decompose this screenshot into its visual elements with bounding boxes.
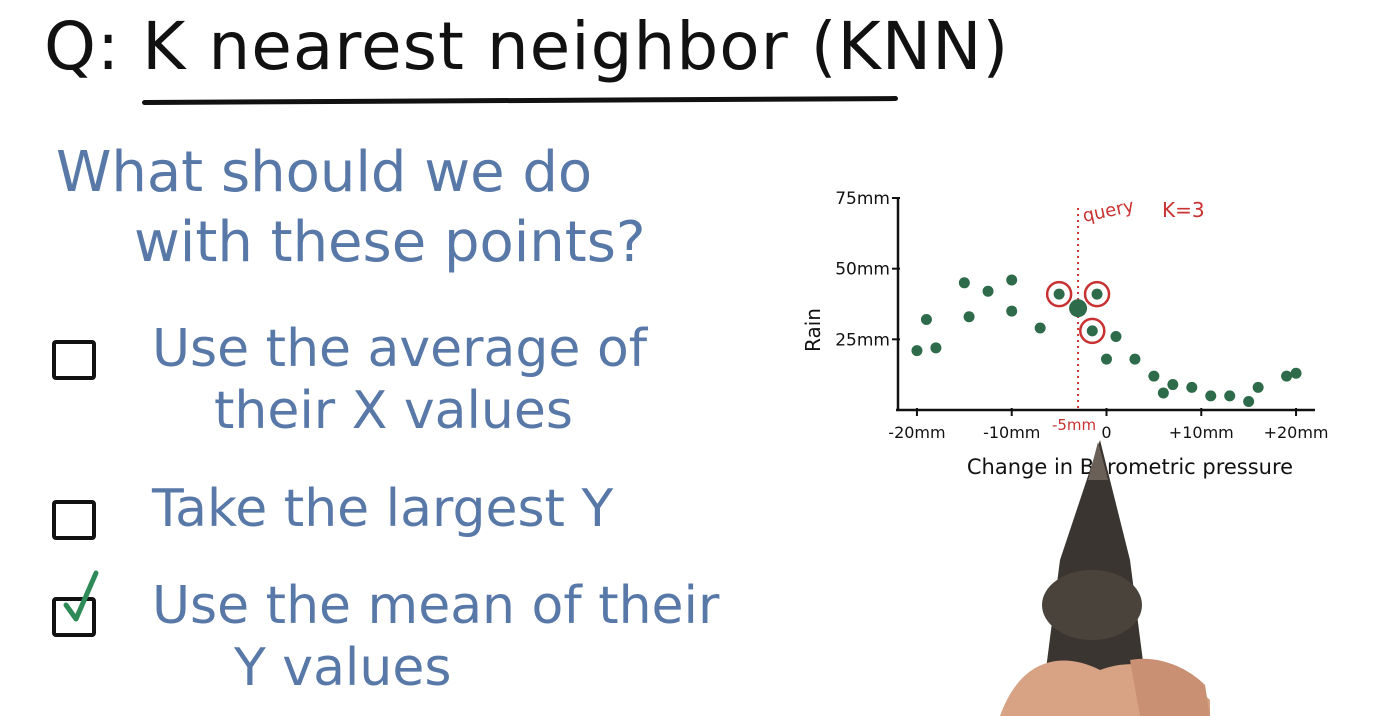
y-ticks: 25mm 50mm 75mm	[835, 189, 900, 350]
data-point	[1006, 274, 1018, 286]
data-point	[1186, 381, 1198, 393]
option-label: Use the mean of their Y values	[152, 575, 719, 699]
y-tick-label: 50mm	[835, 260, 890, 280]
option-line-1: Use the mean of their	[152, 576, 720, 636]
data-point	[1290, 367, 1302, 379]
query-marker: query -5mm	[1052, 195, 1136, 434]
checkbox-checked[interactable]	[52, 597, 96, 637]
query-x-label: -5mm	[1052, 416, 1096, 434]
x-tick-label: -10mm	[983, 423, 1040, 442]
neighbor-circle	[1079, 317, 1106, 345]
page-title: Q: K nearest neighbor (KNN)	[44, 8, 1010, 85]
neighbor-circle	[1083, 280, 1111, 308]
x-tick-label: -20mm	[888, 423, 945, 442]
data-point	[1034, 322, 1046, 334]
data-point	[1006, 305, 1018, 317]
option-line-1: Take the largest Y	[152, 479, 614, 539]
data-point	[1243, 396, 1255, 408]
y-tick-label: 75mm	[835, 189, 890, 209]
x-axis-label: Change in Barometric pressure	[967, 455, 1293, 479]
data-point	[982, 285, 994, 297]
option-line-2: their X values	[214, 381, 573, 441]
y-tick-label: 25mm	[835, 330, 890, 350]
query-point	[1069, 299, 1088, 318]
data-point	[1157, 387, 1169, 399]
pen-and-hand-icon	[1000, 440, 1210, 716]
data-point	[1129, 353, 1141, 365]
data-point	[958, 277, 970, 289]
data-point	[1167, 379, 1179, 391]
data-point	[1148, 370, 1160, 382]
neighbor-circle	[1045, 280, 1073, 308]
x-tick-label: 0	[1101, 423, 1111, 442]
x-tick-label: +10mm	[1169, 423, 1234, 442]
data-point	[1053, 288, 1065, 300]
data-point	[963, 311, 975, 323]
checkbox-unchecked[interactable]	[52, 340, 96, 380]
question-line-1: What should we do	[56, 140, 593, 205]
option-line-1: Use the average of	[152, 319, 648, 379]
option-label: Use the average of their X values	[152, 318, 647, 442]
data-points	[911, 274, 1302, 408]
neighbor-circles	[1045, 280, 1111, 345]
data-point	[920, 314, 932, 326]
data-point	[1205, 390, 1217, 402]
query-label: query	[1081, 195, 1137, 226]
title-underline	[141, 96, 899, 105]
data-point	[1110, 331, 1122, 343]
data-point	[930, 342, 942, 354]
k-label: K=3	[1162, 198, 1205, 222]
x-ticks: -20mm -10mm 0 +10mm +20mm	[888, 408, 1329, 442]
question-line-2: with these points?	[134, 210, 646, 275]
x-tick-label: +20mm	[1264, 423, 1329, 442]
check-mark-icon	[63, 570, 99, 622]
data-point	[1091, 288, 1103, 300]
data-point	[1281, 370, 1293, 382]
data-point	[1252, 381, 1264, 393]
checkbox-unchecked[interactable]	[52, 500, 96, 540]
option-line-2: Y values	[234, 638, 452, 698]
data-point	[1086, 325, 1098, 337]
question-text: What should we do with these points?	[56, 138, 646, 278]
data-point	[1224, 390, 1236, 402]
y-axis-label: Rain	[801, 308, 825, 352]
option-label: Take the largest Y	[152, 478, 613, 540]
data-point	[911, 345, 923, 357]
data-point	[1101, 353, 1112, 365]
